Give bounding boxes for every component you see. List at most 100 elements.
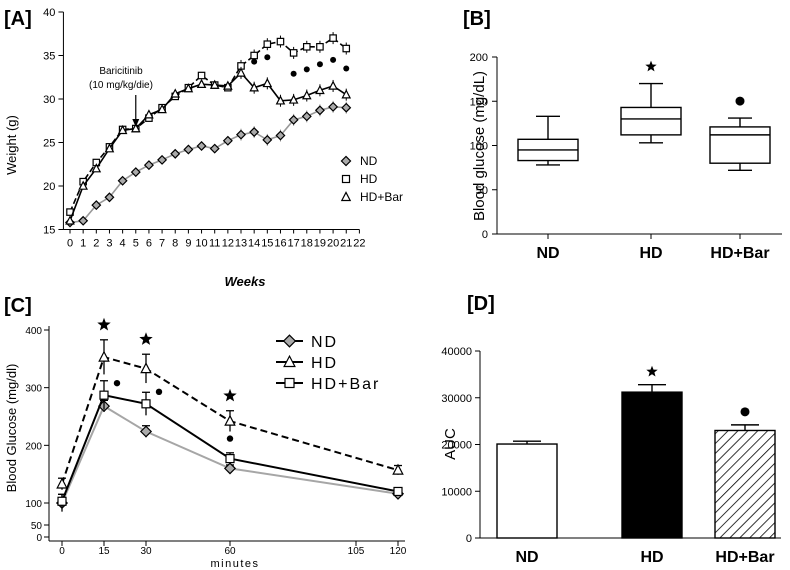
panel-a-point: [289, 49, 298, 57]
panel-b-star-marker: [645, 60, 657, 72]
panel-a-point: [170, 88, 181, 98]
panel-c-point: [141, 399, 151, 409]
panel-c-y-tick-label: 400: [25, 326, 42, 337]
panel-c: [C] Blood Glucose (mg/dl) minutes 050100…: [4, 295, 407, 570]
panel-c-legend-marker: [283, 354, 296, 368]
panel-c-point: [140, 362, 152, 374]
panel-c-point: [224, 414, 236, 426]
panel-a-point: [315, 84, 325, 95]
panel-c-x-tick-label: 120: [390, 546, 407, 557]
panel-d-star-marker: [646, 365, 658, 377]
panel-a-x-tick-label: 11: [209, 238, 220, 250]
panel-a-x-tick-label: 0: [67, 238, 73, 250]
panel-b-category-label: ND: [536, 245, 559, 262]
panel-d-bar-nd: [496, 443, 558, 539]
panel-b-y-tick-label: 100: [470, 141, 488, 153]
panel-a-legend-marker: [340, 191, 352, 202]
panel-d-bar-hd-bar: [714, 429, 776, 539]
panel-a-y-tick-label: 30: [43, 94, 55, 106]
panel-c-x-tick-label: 0: [59, 546, 65, 557]
panel-a-line-hd: [69, 37, 347, 213]
panel-c-legend-marker: [284, 377, 295, 389]
panel-c-point: [225, 453, 235, 464]
panel-a-point: [302, 42, 311, 51]
panel-a-x-tick-label: 5: [133, 238, 139, 250]
panel-c-x-tick-label: 15: [98, 546, 110, 557]
panel-a-x-tick-label: 10: [195, 238, 207, 250]
panel-a-y-tick-label: 20: [43, 181, 55, 193]
panel-a-point: [130, 123, 141, 133]
panel-a-line-nd: [69, 106, 347, 224]
panel-a-x-tick-label: 17: [288, 238, 300, 250]
panel-a-point: [288, 94, 299, 104]
panel-c-ylabel: Blood Glucose (mg/dl): [4, 364, 19, 493]
panel-c-point: [392, 463, 404, 475]
panel-a-point: [157, 154, 168, 165]
panel-a-point: [236, 67, 246, 77]
panel-a-x-tick-label: 15: [261, 238, 273, 250]
panel-a-point: [314, 105, 325, 116]
panel-d-label: [D]: [467, 293, 495, 315]
panel-b-y-tick-label: 50: [476, 185, 488, 197]
panel-b-category-label: HD: [639, 245, 662, 262]
panel-a-legend-item: HD: [360, 172, 378, 186]
panel-b-y-tick-label: 150: [470, 96, 488, 108]
panel-a-point: [144, 109, 154, 119]
panel-a-annotation-line1: Baricitinib: [99, 66, 143, 77]
panel-c-point: [56, 477, 68, 489]
panel-b-box: [709, 126, 771, 164]
panel-c-star-marker: [97, 317, 111, 331]
panel-a-point: [78, 215, 89, 226]
panel-a-point: [249, 82, 259, 92]
panel-c-point: [98, 350, 110, 362]
panel-a-point: [275, 130, 286, 141]
panel-a-x-tick-label: 6: [146, 238, 152, 250]
panel-c-x-tick-label: 105: [348, 546, 365, 557]
panel-a-x-tick-label: 22: [353, 238, 365, 250]
panel-d-y-tick-label: 10000: [441, 486, 472, 498]
panel-a-x-tick-label: 1: [80, 238, 86, 250]
panel-a-point: [104, 143, 115, 153]
panel-a-point: [222, 135, 233, 146]
panel-a-x-tick-label: 21: [340, 238, 352, 250]
panel-c-point: [223, 462, 237, 475]
panel-a-dot-marker: [330, 56, 337, 63]
panel-a-x-tick-label: 2: [93, 238, 99, 250]
panel-a-point: [183, 83, 194, 93]
panel-a-x-tick-label: 3: [106, 238, 112, 250]
panel-a-point: [209, 143, 220, 154]
panel-a-point: [236, 129, 247, 140]
panel-a-point: [341, 102, 352, 113]
panel-b: [B] Blood glucose (mg/dL) 0 50 100 150 200 ND…: [463, 8, 782, 262]
panel-a-x-tick-label: 4: [120, 238, 126, 250]
panel-a-point: [197, 71, 206, 80]
panel-a-legend: ND HD HD+Bar: [340, 154, 403, 204]
panel-c-x-tick-label: 60: [224, 546, 236, 557]
panel-a-dot-marker: [290, 70, 297, 77]
panel-a-line-hd-bar: [69, 71, 347, 222]
panel-a-x-tick-label: 13: [235, 238, 247, 250]
panel-a-y-tick-label: 35: [43, 51, 55, 63]
panel-c-star-marker: [139, 332, 153, 345]
panel-c-y-tick-label: 50: [31, 521, 43, 532]
panel-a-y-tick-label: 25: [43, 138, 55, 150]
panel-a-point: [143, 160, 154, 171]
panel-d-y-tick-label: 0: [466, 533, 472, 545]
panel-c-point: [57, 496, 67, 506]
panel-a-point: [196, 140, 207, 151]
panel-a-point: [196, 78, 207, 89]
panel-c-y-tick-label: 0: [36, 533, 42, 544]
panel-a-point: [157, 103, 167, 114]
panel-a-label: [A]: [4, 8, 32, 30]
panel-a-point: [341, 89, 352, 99]
panel-d-bar-hd: [621, 391, 683, 539]
panel-c-dot-marker: [226, 435, 234, 442]
panel-b-y-tick-label: 200: [470, 52, 488, 64]
panel-d-dot-marker: [740, 407, 750, 417]
panel-a-dot-marker: [303, 66, 310, 73]
panel-a-point: [117, 124, 128, 135]
panel-a-point: [262, 77, 273, 88]
panel-a-point: [301, 111, 312, 122]
panel-c-y-tick-label: 100: [25, 499, 42, 510]
